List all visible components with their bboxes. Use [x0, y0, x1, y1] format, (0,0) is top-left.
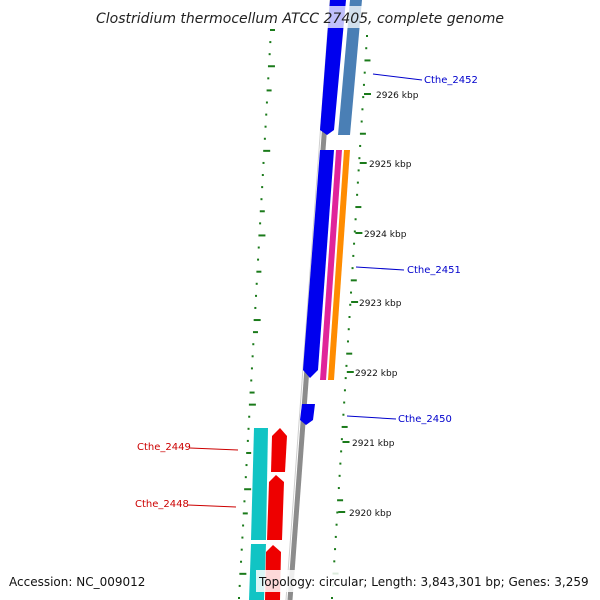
cds-cthe-2449-reverse[interactable]	[271, 428, 287, 472]
cds-cthe-2450-forward[interactable]	[300, 404, 315, 425]
gc-content-track-outer	[331, 35, 371, 599]
feature-cyan-upper[interactable]	[251, 428, 268, 540]
label-line-cthe-2452	[372, 73, 423, 81]
label-line-cthe-2449	[189, 447, 239, 451]
cds-cthe-2452-steelblue[interactable]	[338, 0, 362, 135]
cds-cthe-2452-forward[interactable]	[320, 0, 346, 135]
tick-label-2925: 2925 kbp	[369, 160, 412, 170]
accession-text: Accession: NC_009012	[9, 575, 145, 589]
label-line-cthe-2448	[187, 504, 237, 508]
tick-label-2926: 2926 kbp	[376, 91, 419, 101]
topology-text: Topology: circular; Length: 3,843,301 bp…	[258, 575, 589, 589]
tick-label-2920: 2920 kbp	[349, 509, 392, 519]
tick-label-2923: 2923 kbp	[359, 299, 402, 309]
label-line-cthe-2451	[355, 266, 405, 271]
tick-label-2921: 2921 kbp	[352, 439, 395, 449]
map-title: Clostridium thermocellum ATCC 27405, com…	[96, 11, 504, 27]
gene-label-cthe-2450[interactable]: Cthe_2450	[398, 414, 452, 425]
gc-content-track-inner	[238, 29, 275, 599]
gene-label-cthe-2452[interactable]: Cthe_2452	[424, 75, 478, 86]
title-backdrop	[96, 6, 506, 28]
label-line-cthe-2450	[346, 415, 397, 420]
footer-backdrop	[256, 570, 600, 592]
gene-label-cthe-2451[interactable]: Cthe_2451	[407, 265, 461, 276]
tick-label-2922: 2922 kbp	[355, 369, 398, 379]
cds-cthe-2451-forward[interactable]	[303, 150, 334, 378]
ruler-ticks	[338, 93, 371, 513]
tick-label-2924: 2924 kbp	[364, 230, 407, 240]
cds-cthe-2451-magenta[interactable]	[320, 150, 342, 380]
cds-cthe-2451-orange[interactable]	[328, 150, 350, 380]
cds-cthe-2448-reverse[interactable]	[267, 475, 284, 540]
gene-label-cthe-2448[interactable]: Cthe_2448	[135, 499, 189, 510]
gene-label-cthe-2449[interactable]: Cthe_2449	[137, 442, 191, 453]
